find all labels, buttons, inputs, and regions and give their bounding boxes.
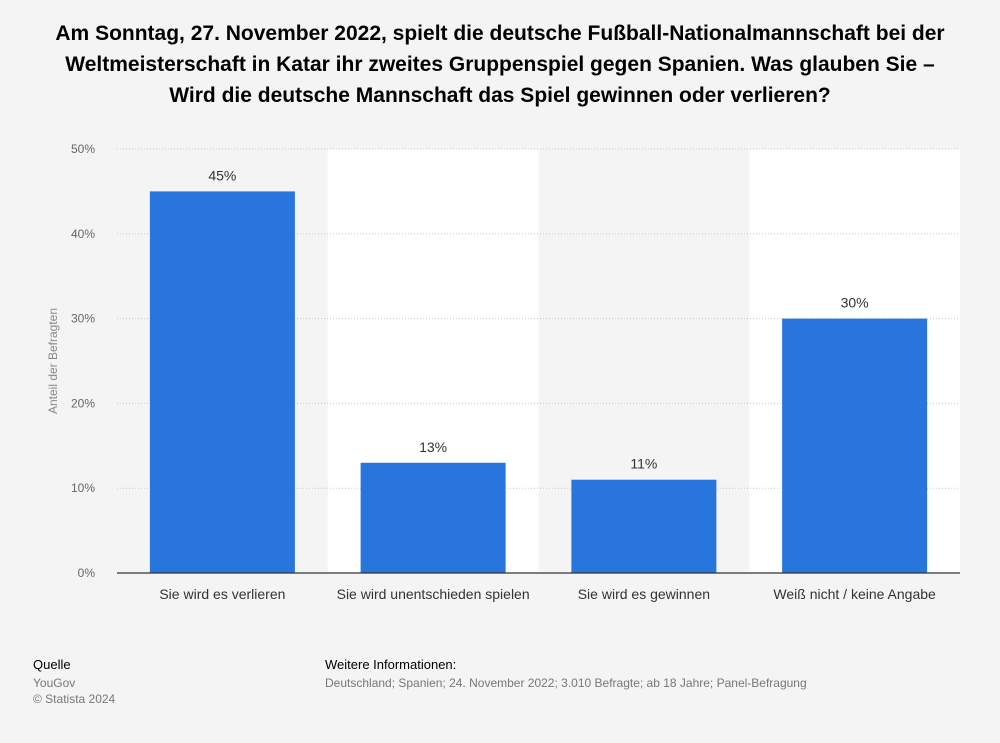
- bar: [360, 462, 506, 573]
- bar: [782, 318, 928, 573]
- data-label: 45%: [208, 167, 236, 183]
- y-tick-label: 20%: [71, 396, 95, 410]
- x-tick-label: Sie wird es verlieren: [159, 586, 285, 602]
- bar: [149, 191, 295, 573]
- y-tick-label: 10%: [71, 481, 95, 495]
- y-tick-label: 30%: [71, 312, 95, 326]
- bar: [571, 479, 717, 573]
- x-tick-label: Weiß nicht / keine Angabe: [773, 586, 936, 602]
- data-label: 11%: [630, 456, 657, 472]
- source-name: YouGov: [33, 676, 76, 690]
- y-tick-label: 50%: [71, 142, 95, 156]
- data-label: 30%: [841, 295, 869, 311]
- info-text: Deutschland; Spanien; 24. November 2022;…: [325, 676, 807, 690]
- x-tick-label: Sie wird unentschieden spielen: [337, 586, 530, 602]
- data-label: 13%: [419, 439, 447, 455]
- chart-title: Am Sonntag, 27. November 2022, spielt di…: [55, 22, 945, 107]
- y-axis-label: Anteil der Befragten: [46, 308, 60, 414]
- copyright: © Statista 2024: [33, 692, 116, 706]
- y-tick-label: 0%: [78, 566, 96, 580]
- x-tick-label: Sie wird es gewinnen: [578, 586, 710, 602]
- y-tick-label: 40%: [71, 227, 95, 241]
- source-heading: Quelle: [33, 657, 71, 672]
- info-heading: Weitere Informationen:: [325, 657, 457, 672]
